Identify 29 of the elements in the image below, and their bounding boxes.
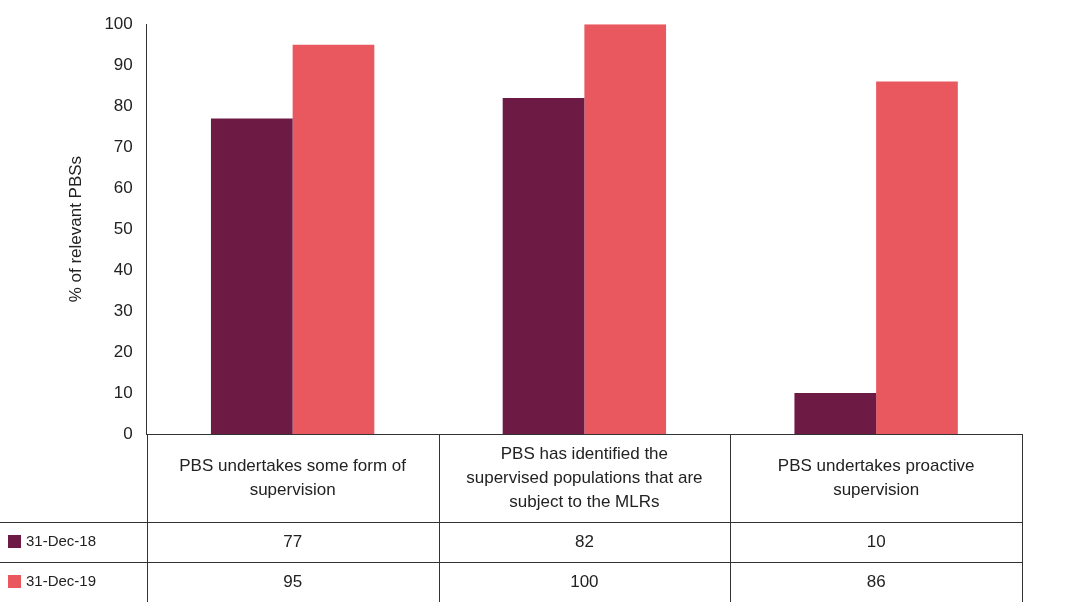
legend-label: 31-Dec-19: [26, 572, 97, 590]
data-label: 95: [283, 571, 303, 591]
bar: [584, 24, 667, 434]
y-tick-label: 60: [113, 177, 133, 197]
y-tick-label: 50: [113, 218, 133, 238]
y-tick-label: 90: [113, 54, 133, 74]
y-tick-label: 30: [113, 300, 133, 320]
y-tick-label: 0: [123, 423, 133, 443]
y-tick-label: 40: [113, 259, 133, 279]
bar: [210, 118, 293, 434]
data-label: 10: [866, 531, 886, 551]
bar: [502, 97, 585, 434]
y-tick-label: 100: [104, 13, 133, 33]
y-tick-label: 10: [113, 382, 133, 402]
data-label: 82: [574, 531, 594, 551]
bar: [876, 81, 958, 434]
legend-label: 31-Dec-18: [26, 532, 97, 550]
y-tick-label: 70: [113, 136, 133, 156]
x-tick-label: PBS has identified the supervised populations that are subject to the MLRs: [466, 443, 703, 511]
y-axis-title: % of relevant PBSs: [65, 155, 85, 303]
y-tick-label: 20: [113, 341, 133, 361]
data-label: 77: [283, 531, 303, 551]
bar: [794, 393, 877, 434]
bar: [292, 44, 375, 434]
y-tick-label: 80: [113, 95, 133, 115]
x-tick-label: PBS undertakes proactive supervision: [777, 455, 975, 499]
x-tick-label: PBS undertakes some form of supervision: [179, 455, 407, 499]
data-label: 86: [866, 571, 886, 591]
data-label: 100: [570, 571, 599, 591]
